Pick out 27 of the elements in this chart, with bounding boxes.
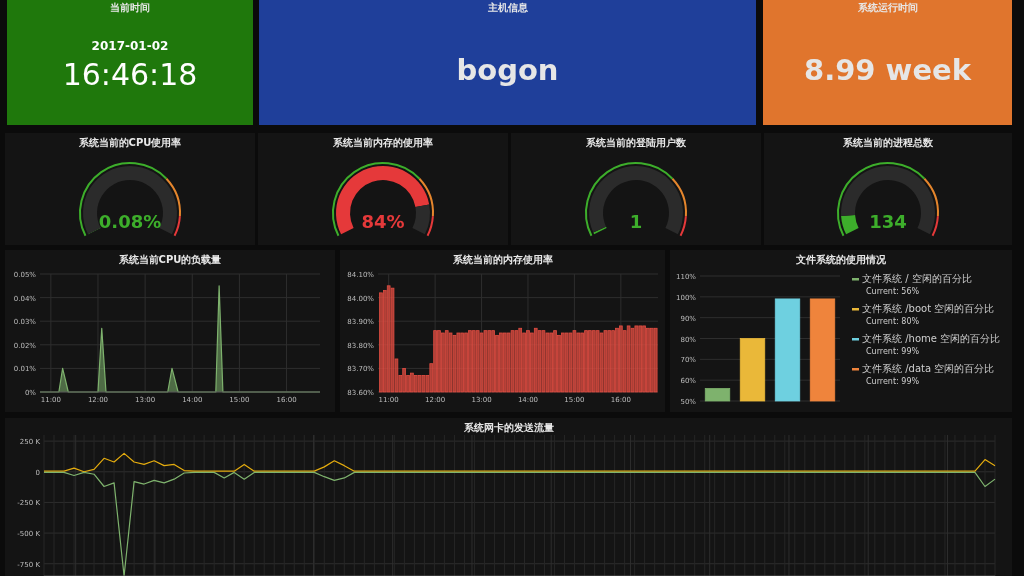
chart-title: 文件系统的使用情况 — [795, 254, 887, 265]
chart-title: 系统网卡的发送流量 — [462, 422, 554, 433]
chart-title: 系统当前内存的使用率 — [332, 137, 433, 148]
chart-title: 系统当前的内存使用率 — [451, 254, 553, 265]
chart-title: 系统当前的进程总数 — [842, 137, 934, 148]
text: 134 — [869, 211, 907, 232]
text: 1 — [629, 211, 643, 232]
legend-label: 文件系统 /home 空闲的百分比 — [862, 333, 1001, 344]
text: 8.99 week — [803, 53, 972, 87]
text: 84% — [361, 211, 405, 232]
legend-label: 文件系统 / 空闲的百分比 — [862, 273, 972, 284]
text: 16:46:18 — [62, 57, 198, 92]
text: bogon — [456, 53, 559, 87]
text: Current: 80% — [866, 317, 920, 326]
legend-label: 文件系统 /data 空闲的百分比 — [862, 363, 995, 374]
text: Current: 99% — [866, 377, 920, 386]
text: 系统运行时间 — [856, 2, 918, 13]
text: 当前时间 — [110, 2, 150, 13]
text: 2017-01-02 — [91, 39, 169, 53]
chart-title: 系统当前的登陆用户数 — [585, 137, 687, 148]
chart-title: 系统当前的CPU使用率 — [77, 137, 182, 148]
text: Current: 99% — [866, 347, 920, 356]
text: 0.08% — [98, 211, 162, 232]
chart-title: 系统当前CPU的负载量 — [117, 254, 222, 265]
text: Current: 56% — [866, 287, 920, 296]
text: 主机信息 — [486, 2, 529, 13]
legend-label: 文件系统 /boot 空闲的百分比 — [862, 303, 995, 314]
